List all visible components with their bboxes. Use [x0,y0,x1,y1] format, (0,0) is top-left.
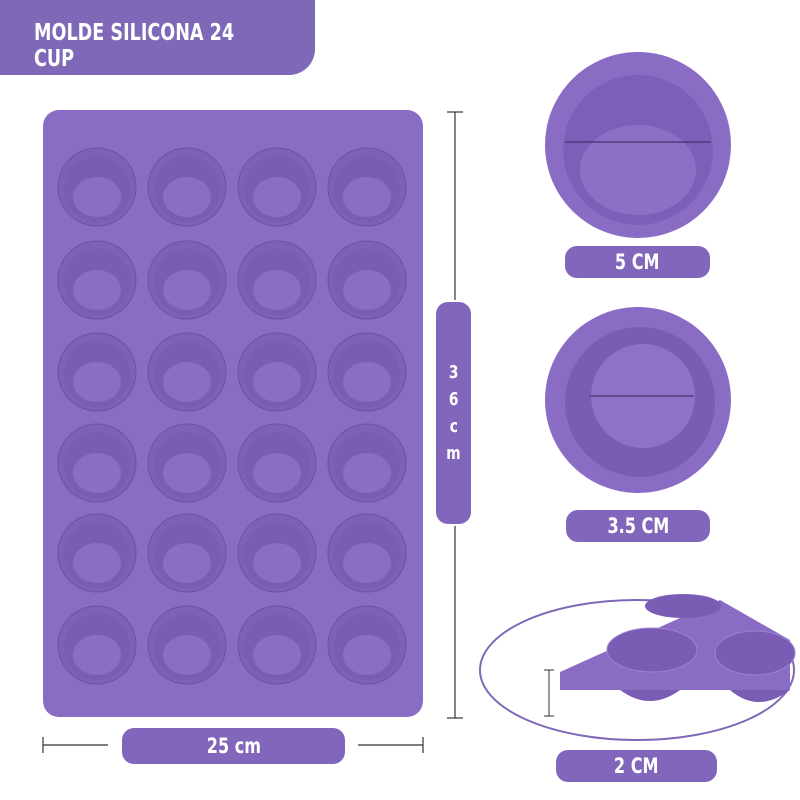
cup-cavity [147,332,227,412]
height-dimension-line [447,111,463,719]
cup-cavity [57,513,137,593]
cup-top-view [545,52,731,238]
cup-cavity [237,332,317,412]
height-char: 3 [448,362,459,383]
cup-top-label: 5 CM [565,246,710,278]
cup-depth-label: 2 CM [556,750,717,782]
cup-cavity [327,605,407,685]
cup-cavity [327,423,407,503]
title-banner: MOLDE SILICONA 24 CUP [0,0,315,75]
cup-cavity [147,147,227,227]
title: MOLDE SILICONA 24 CUP [34,20,235,72]
cup-cavity [327,332,407,412]
cup-cavity [327,147,407,227]
cup-cavity [237,513,317,593]
cup-cavity [147,240,227,320]
height-char: c [449,416,458,437]
cup-cavity [147,605,227,685]
cup-cavity [57,147,137,227]
height-char: 6 [448,389,459,410]
width-text: 25 cm [206,734,261,758]
cup-cavity [237,605,317,685]
cup-cavity [57,605,137,685]
cup-cavity [237,240,317,320]
height-char: m [446,443,461,464]
cup-cavity [57,240,137,320]
cup-depth-text: 2 CM [614,754,659,778]
cup-side-view [479,594,796,741]
cup-cavity [147,423,227,503]
width-dimension-line [42,737,424,753]
cup-cavity [57,423,137,503]
cup-cavity [57,332,137,412]
width-label: 25 cm [122,728,345,764]
cup-cavity [237,147,317,227]
cup-cavity [237,423,317,503]
cup-cavity [147,513,227,593]
cup-top-text: 5 CM [615,250,660,274]
height-label: 3 6 c m [436,302,471,524]
cup-bottom-label: 3.5 CM [566,510,710,542]
cup-bottom-text: 3.5 CM [607,514,669,538]
muffin-tray [43,110,423,717]
cup-cavity [327,513,407,593]
cup-bottom-view [545,307,731,493]
cup-cavity [327,240,407,320]
